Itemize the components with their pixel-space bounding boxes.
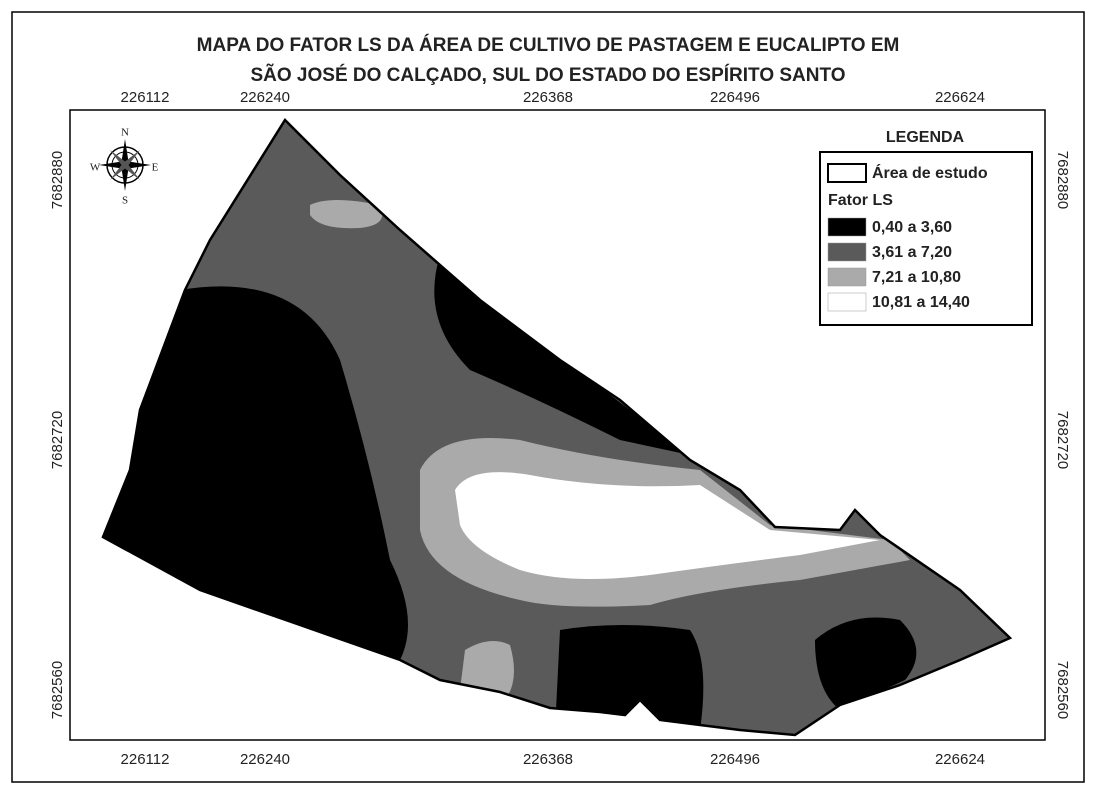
y-coord-label: 7682880 — [1054, 151, 1071, 209]
zone — [815, 617, 917, 710]
x-coord-label: 226624 — [935, 89, 985, 106]
compass: N E S W — [90, 127, 159, 207]
compass-label: N — [121, 127, 129, 139]
x-coord-label: 226368 — [523, 751, 573, 768]
x-coord-label: 226112 — [121, 751, 170, 768]
legend-swatch — [827, 292, 867, 312]
legend-label: 0,40 a 3,60 — [872, 219, 952, 236]
y-coord-label: 7682720 — [1054, 411, 1071, 469]
y-coord-label: 7682560 — [1054, 661, 1071, 719]
x-coord-label: 226624 — [935, 751, 985, 768]
legend-label: Área de estudo — [872, 163, 988, 182]
title-line: SÃO JOSÉ DO CALÇADO, SUL DO ESTADO DO ES… — [250, 64, 845, 86]
legend-swatch — [827, 163, 867, 183]
compass-label: W — [90, 162, 101, 174]
title-line: MAPA DO FATOR LS DA ÁREA DE CULTIVO DE P… — [197, 34, 900, 56]
x-coord-label: 226240 — [240, 89, 290, 106]
legend-swatch — [827, 267, 867, 287]
legend-label: 7,21 a 10,80 — [872, 269, 961, 286]
compass-label: E — [152, 162, 159, 174]
zone — [555, 625, 704, 730]
legend-label: 3,61 a 7,20 — [872, 244, 952, 261]
y-coord-label: 7682880 — [49, 151, 66, 209]
x-coord-label: 226240 — [240, 751, 290, 768]
legend-subtitle: Fator LS — [828, 192, 893, 209]
legend-swatch — [827, 217, 867, 237]
outer-frame — [11, 11, 1085, 783]
legend-swatch — [827, 242, 867, 262]
x-coord-label: 226368 — [523, 89, 573, 106]
x-coord-label: 226112 — [121, 89, 170, 106]
legend-title: LEGENDA — [886, 129, 965, 146]
map-frame — [69, 109, 1046, 741]
zone — [455, 472, 880, 579]
x-coord-label: 226496 — [710, 89, 760, 106]
y-coord-label: 7682720 — [49, 411, 66, 469]
y-coord-label: 7682560 — [49, 661, 66, 719]
legend-label: 10,81 a 14,40 — [872, 294, 970, 311]
compass-label: S — [122, 195, 128, 207]
zone — [310, 200, 383, 229]
zone — [460, 641, 514, 700]
x-coord-label: 226496 — [710, 751, 760, 768]
